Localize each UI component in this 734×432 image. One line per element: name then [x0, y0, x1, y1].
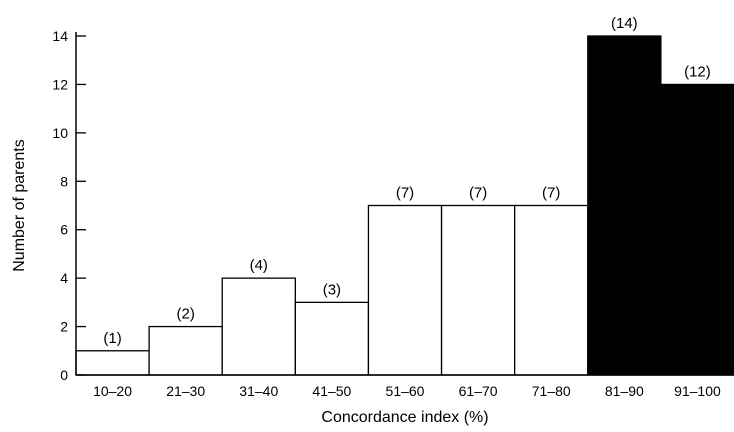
bar-21–30 — [148, 325, 223, 376]
bar-value-label: (1) — [103, 330, 121, 347]
bar-10–20 — [75, 350, 150, 376]
y-ticks-layer: 0 2 4 6 8 10 12 14 — [52, 28, 86, 383]
y-tick-label: 8 — [60, 173, 68, 189]
bar-71–80 — [514, 204, 589, 376]
x-tick-label: 61–70 — [459, 383, 498, 399]
y-tick-label: 4 — [60, 270, 68, 286]
x-tick-label: 41–50 — [312, 383, 351, 399]
bar-31–40 — [221, 277, 296, 376]
x-axis-title: Concordance index (%) — [321, 409, 488, 426]
data-labels-layer: (1) (2) (4) (3) (7) (7) (7) (14) (12) — [103, 15, 710, 347]
y-axis-title: Number of parents — [11, 139, 28, 272]
y-tick-label: 12 — [52, 76, 68, 92]
bar-value-label: (7) — [542, 185, 560, 202]
y-tick-label: 6 — [60, 222, 68, 238]
bar-value-label: (2) — [176, 306, 194, 323]
bar-81–90 — [587, 35, 662, 376]
bar-value-label: (3) — [323, 281, 341, 298]
bar-value-label: (14) — [611, 15, 638, 32]
bars-layer — [75, 35, 734, 376]
x-tick-label: 21–30 — [166, 383, 205, 399]
x-tick-label: 91–100 — [674, 383, 721, 399]
bar-value-label: (12) — [684, 63, 711, 80]
bar-51–60 — [367, 204, 443, 376]
y-tick-label: 2 — [60, 319, 68, 335]
y-tick-label: 14 — [52, 28, 68, 44]
y-tick-label: 10 — [52, 125, 68, 141]
x-tick-labels-layer: 10–20 21–30 31–40 41–50 51–60 61–70 71–80 81–90… — [93, 383, 721, 399]
x-tick-label: 31–40 — [239, 383, 278, 399]
x-tick-label: 81–90 — [605, 383, 644, 399]
y-tick-label: 0 — [60, 367, 68, 383]
x-tick-label: 51–60 — [386, 383, 425, 399]
bar-41–50 — [294, 301, 370, 376]
bar-value-label: (7) — [396, 185, 414, 202]
axes-layer — [75, 32, 734, 376]
x-tick-label: 71–80 — [532, 383, 571, 399]
bar-91–100 — [660, 83, 734, 376]
bar-value-label: (7) — [469, 185, 487, 202]
bar-value-label: (4) — [250, 257, 268, 274]
bar-61–70 — [440, 204, 516, 376]
x-tick-label: 10–20 — [93, 383, 132, 399]
